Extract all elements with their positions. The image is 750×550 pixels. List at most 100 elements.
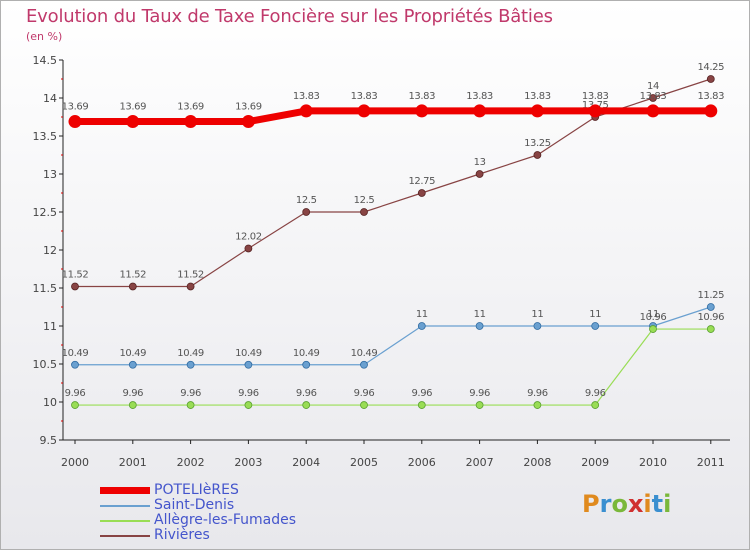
legend-label-potelieres: POTELIèRES bbox=[154, 483, 239, 498]
legend-swatch-potelieres bbox=[100, 487, 150, 494]
x-tick-label: 2002 bbox=[177, 456, 205, 469]
data-point bbox=[704, 104, 717, 117]
data-label: 9.96 bbox=[469, 388, 490, 399]
y-tick-label: 12.5 bbox=[33, 206, 58, 219]
data-label: 11 bbox=[531, 309, 543, 320]
data-point bbox=[187, 402, 194, 409]
data-point bbox=[534, 402, 541, 409]
data-point bbox=[418, 402, 425, 409]
data-point bbox=[303, 361, 310, 368]
data-label: 11.52 bbox=[177, 269, 204, 280]
data-label: 9.96 bbox=[180, 388, 201, 399]
y-tick-label: 11.5 bbox=[33, 282, 58, 295]
x-tick-label: 2006 bbox=[408, 456, 436, 469]
data-point bbox=[473, 104, 486, 117]
data-point bbox=[358, 104, 371, 117]
data-label: 13.83 bbox=[293, 91, 320, 102]
y-tick-label: 13.5 bbox=[33, 130, 58, 143]
data-label: 13.83 bbox=[697, 91, 724, 102]
data-point bbox=[592, 323, 599, 330]
data-point bbox=[476, 323, 483, 330]
logo-letter: x bbox=[628, 490, 643, 518]
data-label: 10.49 bbox=[351, 348, 378, 359]
data-label: 12.5 bbox=[354, 195, 375, 206]
data-point bbox=[707, 304, 714, 311]
x-tick-label: 2009 bbox=[581, 456, 609, 469]
x-tick-label: 2008 bbox=[523, 456, 551, 469]
data-label: 11.52 bbox=[119, 269, 146, 280]
data-label: 9.96 bbox=[411, 388, 432, 399]
data-point bbox=[69, 115, 82, 128]
x-tick-label: 2003 bbox=[234, 456, 262, 469]
data-label: 13.69 bbox=[235, 102, 262, 113]
y-tick-label: 9.5 bbox=[40, 434, 58, 447]
data-label: 9.96 bbox=[296, 388, 317, 399]
logo-letter: r bbox=[600, 490, 612, 518]
data-label: 11 bbox=[474, 309, 486, 320]
data-point bbox=[129, 283, 136, 290]
data-label: 12.5 bbox=[296, 195, 317, 206]
data-point bbox=[361, 402, 368, 409]
data-label: 13.69 bbox=[119, 102, 146, 113]
data-label: 9.96 bbox=[527, 388, 548, 399]
data-point bbox=[534, 323, 541, 330]
logo-letter: P bbox=[582, 490, 600, 518]
data-point bbox=[418, 323, 425, 330]
data-point bbox=[187, 361, 194, 368]
legend-swatch-rivieres bbox=[100, 535, 150, 537]
legend-swatch-saint-denis bbox=[100, 505, 150, 507]
data-point bbox=[300, 104, 313, 117]
logo-letter: i bbox=[643, 490, 651, 518]
data-point bbox=[647, 104, 660, 117]
series-line bbox=[75, 111, 711, 122]
data-point bbox=[184, 115, 197, 128]
x-tick-label: 2004 bbox=[292, 456, 320, 469]
data-point bbox=[245, 245, 252, 252]
data-point bbox=[245, 402, 252, 409]
data-label: 11 bbox=[589, 309, 601, 320]
data-point bbox=[707, 326, 714, 333]
data-point bbox=[129, 402, 136, 409]
y-tick-label: 14.5 bbox=[33, 54, 58, 67]
legend-label-rivieres: Rivières bbox=[154, 528, 210, 543]
data-label: 12.02 bbox=[235, 231, 262, 242]
x-tick-label: 2011 bbox=[697, 456, 725, 469]
data-point bbox=[245, 361, 252, 368]
data-label: 12.75 bbox=[408, 176, 435, 187]
data-point bbox=[418, 190, 425, 197]
data-label: 14.25 bbox=[697, 62, 724, 73]
data-label: 10.49 bbox=[235, 348, 262, 359]
data-point bbox=[361, 209, 368, 216]
data-label: 10.49 bbox=[119, 348, 146, 359]
y-tick-label: 10.5 bbox=[33, 358, 58, 371]
data-point bbox=[72, 283, 79, 290]
series-line bbox=[75, 329, 711, 405]
data-label: 10.96 bbox=[697, 312, 724, 323]
data-label: 13.83 bbox=[524, 91, 551, 102]
data-label: 10.49 bbox=[293, 348, 320, 359]
data-point bbox=[476, 171, 483, 178]
data-point bbox=[303, 209, 310, 216]
data-label: 13.25 bbox=[524, 138, 551, 149]
y-tick-label: 10 bbox=[43, 396, 57, 409]
data-label: 9.96 bbox=[65, 388, 86, 399]
data-label: 10.96 bbox=[640, 312, 667, 323]
data-label: 9.96 bbox=[354, 388, 375, 399]
data-point bbox=[303, 402, 310, 409]
data-point bbox=[72, 361, 79, 368]
data-point bbox=[534, 152, 541, 159]
data-point bbox=[476, 402, 483, 409]
x-tick-label: 2007 bbox=[466, 456, 494, 469]
data-label: 10.49 bbox=[62, 348, 89, 359]
data-point bbox=[242, 115, 255, 128]
data-label: 13.69 bbox=[177, 102, 204, 113]
y-tick-label: 12 bbox=[43, 244, 57, 257]
legend-label-allegre-les-fumades: Allègre-les-Fumades bbox=[154, 513, 296, 528]
data-label: 11.52 bbox=[62, 269, 89, 280]
data-point bbox=[72, 402, 79, 409]
x-tick-label: 2001 bbox=[119, 456, 147, 469]
data-point bbox=[126, 115, 139, 128]
x-tick-label: 2010 bbox=[639, 456, 667, 469]
data-point bbox=[129, 361, 136, 368]
data-label: 9.96 bbox=[585, 388, 606, 399]
